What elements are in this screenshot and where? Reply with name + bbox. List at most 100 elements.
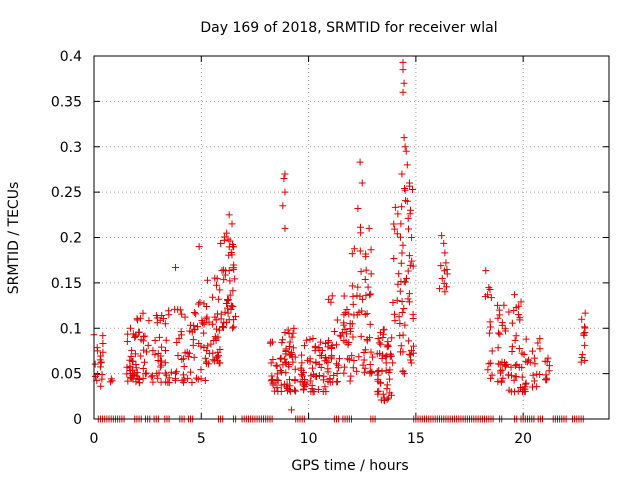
data-point: [324, 368, 332, 376]
data-point: [374, 334, 382, 342]
data-point: [402, 147, 410, 155]
x-tick-label: 20: [514, 431, 532, 447]
data-point: [390, 220, 398, 228]
data-point: [139, 337, 147, 345]
data-point: [391, 317, 399, 325]
x-tick-label: 10: [300, 431, 318, 447]
data-point: [406, 261, 414, 269]
data-point: [340, 292, 348, 300]
data-point: [396, 287, 404, 295]
data-point: [328, 345, 336, 353]
data-point: [161, 320, 169, 328]
data-point: [216, 286, 224, 294]
data-point: [360, 356, 368, 364]
data-point: [217, 240, 225, 248]
data-point: [536, 345, 544, 353]
data-point: [224, 296, 232, 304]
data-point: [280, 175, 288, 183]
data-point: [375, 366, 383, 374]
data-point: [341, 309, 349, 317]
data-point: [395, 270, 403, 278]
data-point: [321, 383, 329, 391]
data-point: [157, 378, 165, 386]
plot-frame: [93, 55, 610, 420]
data-point: [536, 335, 544, 343]
data-point: [522, 379, 530, 387]
data-point: [226, 277, 234, 285]
data-point: [330, 371, 338, 379]
y-tick-label: 0: [73, 412, 82, 428]
data-point: [362, 253, 370, 261]
data-point: [229, 324, 237, 332]
data-point: [508, 319, 516, 327]
data-point: [291, 353, 299, 361]
gridlines: [94, 56, 609, 419]
data-point: [210, 337, 218, 345]
data-point: [132, 364, 140, 372]
data-point: [410, 342, 418, 350]
data-point: [511, 388, 519, 396]
data-point: [581, 309, 589, 317]
data-point: [390, 255, 398, 263]
data-point: [518, 363, 526, 371]
y-tick-label: 0.3: [60, 140, 82, 156]
data-point: [377, 340, 385, 348]
data-point: [303, 380, 311, 388]
data-point: [374, 371, 382, 379]
data-point: [184, 374, 192, 382]
data-point: [126, 324, 134, 332]
data-point: [180, 355, 188, 363]
data-point: [375, 339, 383, 347]
data-point: [357, 332, 365, 340]
data-point: [397, 259, 405, 267]
data-point: [400, 134, 408, 142]
data-point: [192, 310, 200, 318]
data-point: [376, 329, 384, 337]
data-point: [533, 370, 541, 378]
data-point: [363, 310, 371, 318]
data-point: [135, 328, 143, 336]
data-points: [90, 58, 589, 423]
data-point: [212, 316, 220, 324]
data-point: [98, 371, 106, 379]
data-point: [161, 359, 169, 367]
data-point: [151, 336, 159, 344]
data-point: [365, 224, 373, 232]
data-point: [232, 312, 240, 320]
data-point: [200, 329, 208, 337]
data-point: [353, 367, 361, 375]
data-point: [185, 353, 193, 361]
data-point: [277, 368, 285, 376]
data-point: [397, 342, 405, 350]
data-point: [522, 358, 530, 366]
data-point: [442, 259, 450, 267]
data-point: [327, 353, 335, 361]
data-point: [542, 371, 550, 379]
data-point: [347, 372, 355, 380]
data-point: [409, 310, 417, 318]
data-point: [324, 343, 332, 351]
data-point: [442, 283, 450, 291]
data-point: [129, 375, 137, 383]
data-point: [207, 340, 215, 348]
data-point: [136, 314, 144, 322]
data-point: [404, 267, 412, 275]
data-point: [214, 353, 222, 361]
data-point: [350, 311, 358, 319]
data-point: [91, 360, 99, 368]
data-point: [399, 331, 407, 339]
data-point: [154, 374, 162, 382]
data-point: [518, 373, 526, 381]
data-point: [361, 311, 369, 319]
data-point: [204, 342, 212, 350]
data-point: [581, 357, 589, 365]
data-point: [279, 336, 287, 344]
data-point: [437, 262, 445, 270]
data-point: [367, 290, 375, 298]
data-point: [531, 360, 539, 368]
data-point: [378, 354, 386, 362]
data-point: [534, 339, 542, 347]
data-point: [340, 319, 348, 327]
y-tick-label: 0.05: [51, 367, 82, 383]
data-point: [530, 377, 538, 385]
